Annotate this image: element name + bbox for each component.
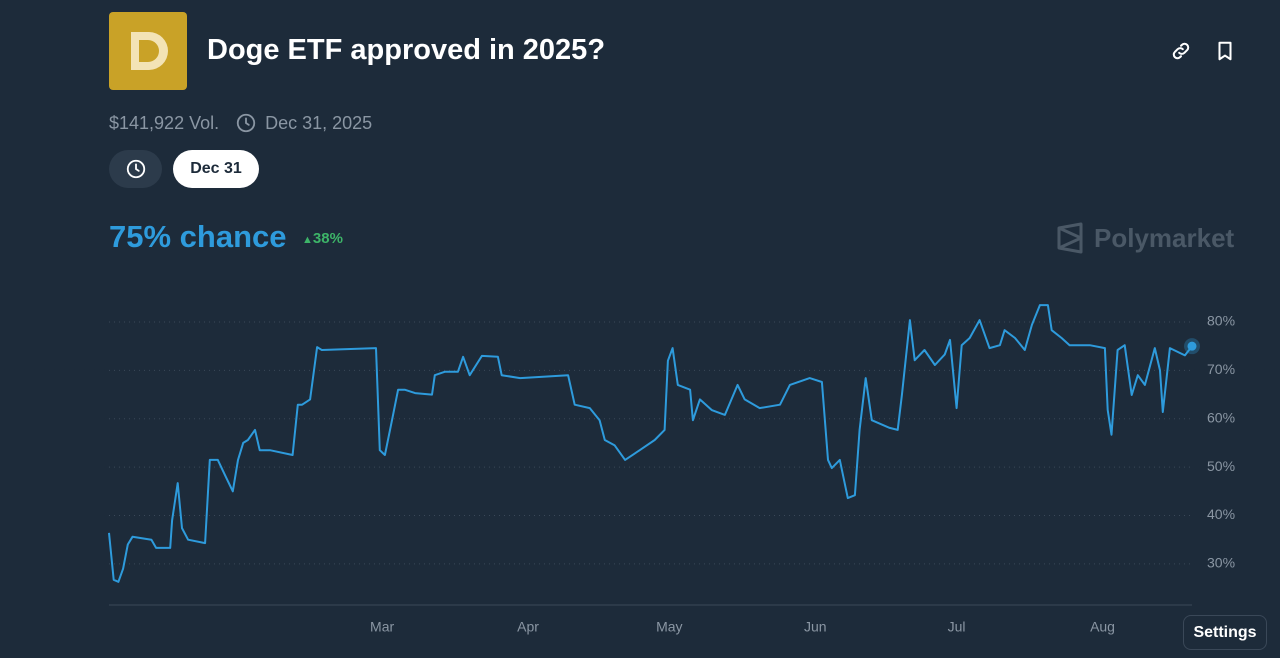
y-tick-label: 30% (1207, 555, 1235, 571)
series-line (108, 304, 1193, 583)
change: ▲38% (302, 230, 343, 247)
brand: Polymarket (1056, 222, 1234, 254)
y-tick-label: 40% (1207, 506, 1235, 522)
end-point (1187, 341, 1197, 351)
y-tick-label: 60% (1207, 409, 1235, 425)
link-icon[interactable] (1170, 40, 1192, 62)
end-date: Dec 31, 2025 (265, 112, 373, 133)
settings-button[interactable]: Settings (1183, 615, 1267, 650)
x-tick-label: Aug (1090, 619, 1115, 635)
date-button[interactable]: Dec 31 (173, 150, 259, 188)
doge-logo (131, 32, 168, 70)
history-button[interactable] (109, 150, 162, 188)
volume: $141,922 Vol. (109, 112, 220, 133)
y-tick-label: 50% (1207, 458, 1235, 474)
x-tick-label: Apr (517, 619, 539, 635)
y-tick-label: 80% (1207, 313, 1235, 329)
market-title: Doge ETF approved in 2025? (207, 34, 606, 66)
x-tick-label: Jun (804, 619, 827, 635)
change-value: 38% (312, 230, 343, 247)
x-tick-label: Mar (370, 619, 394, 635)
brand-name: Polymarket (1094, 222, 1235, 253)
brand-logo (1057, 222, 1083, 254)
x-tick-label: May (656, 619, 682, 635)
up-arrow: ▲ (302, 234, 313, 246)
x-tick-label: Jul (948, 619, 966, 635)
clock-icon (236, 113, 256, 133)
history-icon (126, 159, 145, 179)
bookmark-icon[interactable] (1214, 40, 1236, 62)
y-tick-label: 70% (1207, 361, 1235, 377)
market-meta: $141,922 Vol. Dec 31, 2025 (109, 112, 372, 134)
market-icon (109, 12, 187, 90)
chance: 75% chance (109, 219, 287, 254)
